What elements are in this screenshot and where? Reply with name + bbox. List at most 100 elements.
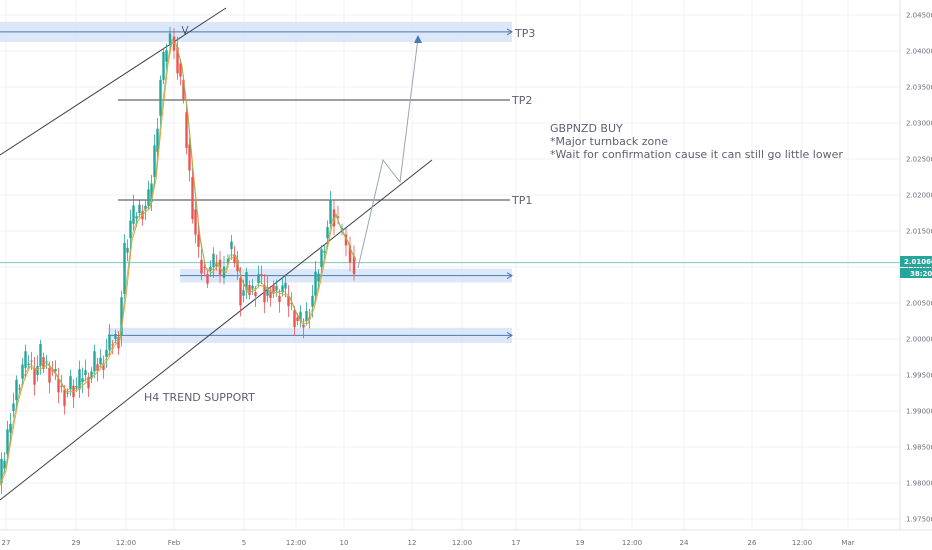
tp1-label: TP1	[511, 194, 532, 207]
x-tick-label: 24	[680, 539, 689, 547]
y-tick-label: 2.01500	[906, 228, 932, 236]
candle-body	[263, 285, 266, 303]
candle-body	[69, 376, 72, 390]
x-tick-label: 12:00	[622, 539, 642, 547]
candle-body	[209, 267, 212, 271]
x-tick-label: 12:00	[452, 539, 472, 547]
candle-body	[311, 295, 314, 307]
candle-body	[320, 249, 323, 267]
candle-body	[27, 363, 30, 365]
x-axis-ticks: 27 29 12:00 Feb 5 12:00 10 12 12:00 17 19 12:00 24 26…	[2, 539, 855, 547]
y-axis-ticks: 2.04500 2.04000 2.03500 2.03000 2.02500 2.020…	[906, 12, 932, 524]
candle-body	[236, 259, 239, 272]
candle-body	[39, 344, 42, 366]
x-tick-label: 12:00	[286, 539, 306, 547]
candle-body	[57, 378, 60, 393]
candle-body	[257, 274, 260, 284]
candle-body	[269, 290, 272, 298]
candle-body	[45, 361, 48, 363]
x-tick-label: Mar	[841, 539, 854, 547]
candle-body	[3, 460, 6, 469]
candle-body	[138, 204, 141, 213]
candle-body	[185, 112, 188, 148]
candle-body	[239, 277, 242, 306]
candle-body	[233, 254, 236, 264]
candle-body	[63, 389, 66, 406]
countdown-badge	[900, 268, 932, 278]
x-tick-label: 29	[72, 539, 81, 547]
candle-body	[135, 216, 138, 219]
y-tick-label: 2.02500	[906, 156, 932, 164]
candle-body	[266, 287, 269, 296]
candle-body	[81, 378, 84, 383]
candle-body	[6, 429, 9, 455]
candle-body	[153, 145, 156, 177]
candle-body	[111, 344, 114, 346]
candle-body	[326, 227, 329, 239]
ma-green-line	[0, 38, 357, 484]
candle-body	[12, 403, 15, 411]
candle-body	[287, 295, 290, 307]
candle-body	[21, 364, 24, 379]
note-line-1: *Major turnback zone	[550, 135, 668, 148]
candle-body	[96, 364, 99, 371]
candle-body	[200, 259, 203, 274]
candle-body	[242, 290, 245, 296]
candle-body	[108, 334, 111, 350]
candle-body	[48, 367, 51, 383]
projection-arrowhead-icon	[414, 35, 422, 43]
candle-body	[352, 256, 356, 275]
y-tick-label: 1.99000	[906, 408, 932, 416]
y-tick-label: 1.98500	[906, 444, 932, 452]
candle-body	[254, 292, 257, 297]
candle-body	[329, 199, 332, 224]
annotation-labels: TP3 TP2 TP1 GBPNZD BUY *Major turnback z…	[144, 27, 843, 404]
candle-body	[123, 242, 126, 294]
candle-body	[272, 285, 275, 294]
candle-body	[144, 205, 147, 210]
candle-body	[305, 310, 308, 321]
candle-body	[75, 386, 78, 388]
symbol-note: GBPNZD BUY	[550, 122, 623, 135]
candlesticks[interactable]	[0, 26, 356, 494]
current-price-text: 2.01060	[904, 258, 932, 266]
current-price-badge	[900, 256, 932, 267]
candle-body	[212, 253, 215, 267]
y-tick-label: 1.97500	[906, 516, 932, 524]
y-tick-label: 2.00000	[906, 336, 932, 344]
projection-path[interactable]	[181, 25, 422, 269]
candle-body	[120, 297, 123, 336]
candle-body	[93, 351, 96, 372]
x-tick-label: Feb	[168, 539, 181, 547]
x-tick-label: 26	[748, 539, 757, 547]
candle-body	[87, 376, 90, 389]
zone-arrow-icon	[506, 28, 513, 36]
grid	[0, 0, 900, 530]
candle-body	[314, 271, 317, 296]
candle-body	[344, 234, 348, 246]
candle-body	[275, 286, 278, 291]
x-tick-label: 10	[340, 539, 349, 547]
price-zones[interactable]	[0, 21, 513, 343]
candle-body	[60, 385, 63, 387]
x-tick-label: 27	[2, 539, 11, 547]
candle-body	[299, 311, 302, 321]
candle-body	[188, 144, 191, 171]
y-tick-label: 2.03000	[906, 120, 932, 128]
y-tick-label: 2.02000	[906, 192, 932, 200]
candle-body	[302, 324, 305, 328]
candle-body	[159, 79, 162, 116]
trend-and-target-lines[interactable]	[0, 7, 900, 501]
x-tick-label: 12:00	[116, 539, 136, 547]
candle-body	[197, 234, 200, 247]
candle-body	[323, 251, 326, 253]
candle-body	[54, 368, 57, 372]
x-tick-label: 12	[408, 539, 417, 547]
candle-body	[284, 282, 287, 289]
candle-body	[251, 285, 254, 289]
candle-body	[117, 337, 120, 349]
candle-body	[348, 245, 352, 263]
candle-body	[36, 366, 39, 375]
candle-body	[42, 357, 45, 369]
